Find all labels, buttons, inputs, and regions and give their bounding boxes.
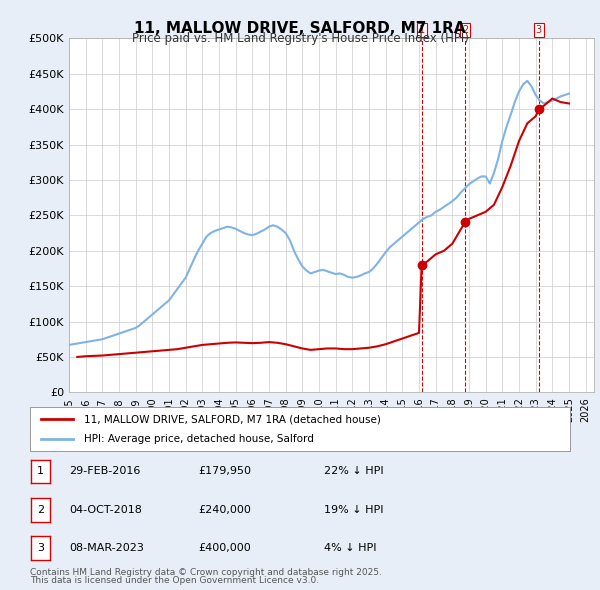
Text: 04-OCT-2018: 04-OCT-2018 [69, 505, 142, 514]
Text: Contains HM Land Registry data © Crown copyright and database right 2025.: Contains HM Land Registry data © Crown c… [30, 568, 382, 577]
Text: 2: 2 [37, 505, 44, 514]
Text: 1: 1 [419, 25, 425, 35]
Text: 11, MALLOW DRIVE, SALFORD, M7 1RA: 11, MALLOW DRIVE, SALFORD, M7 1RA [134, 21, 466, 35]
Text: 3: 3 [536, 25, 542, 35]
Text: This data is licensed under the Open Government Licence v3.0.: This data is licensed under the Open Gov… [30, 576, 319, 585]
Text: 22% ↓ HPI: 22% ↓ HPI [324, 467, 383, 476]
Text: 11, MALLOW DRIVE, SALFORD, M7 1RA (detached house): 11, MALLOW DRIVE, SALFORD, M7 1RA (detac… [84, 415, 381, 424]
Text: £240,000: £240,000 [198, 505, 251, 514]
Text: 19% ↓ HPI: 19% ↓ HPI [324, 505, 383, 514]
Text: £400,000: £400,000 [198, 543, 251, 553]
Text: 2: 2 [462, 25, 468, 35]
Text: £179,950: £179,950 [198, 467, 251, 476]
Text: HPI: Average price, detached house, Salford: HPI: Average price, detached house, Salf… [84, 434, 314, 444]
Text: Price paid vs. HM Land Registry's House Price Index (HPI): Price paid vs. HM Land Registry's House … [131, 32, 469, 45]
Text: 3: 3 [37, 543, 44, 553]
Text: 08-MAR-2023: 08-MAR-2023 [69, 543, 144, 553]
Text: 29-FEB-2016: 29-FEB-2016 [69, 467, 140, 476]
Text: 1: 1 [37, 467, 44, 476]
Text: 4% ↓ HPI: 4% ↓ HPI [324, 543, 377, 553]
